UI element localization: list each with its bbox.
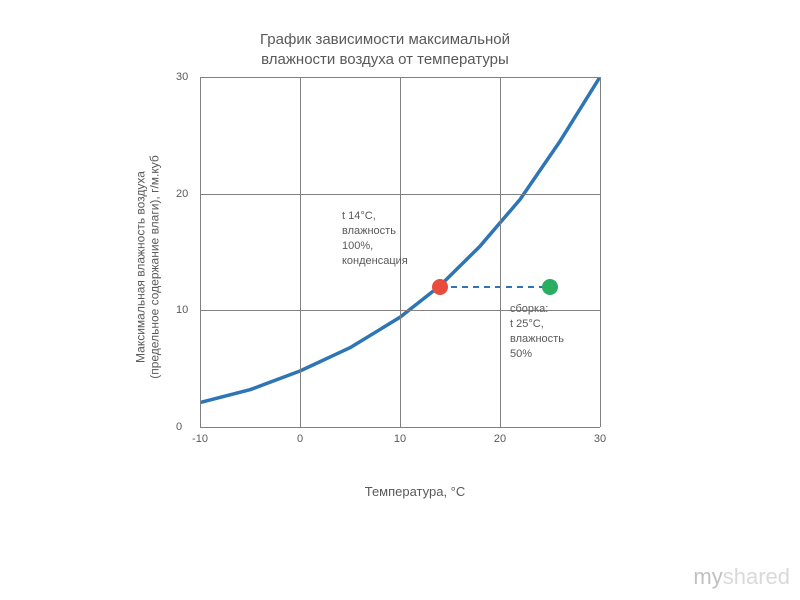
annotation-line: 50% (510, 348, 532, 360)
chart-title-line2: влажности воздуха от температуры (261, 51, 509, 68)
annotation-line: влажность (342, 225, 396, 237)
x-tick: 20 (494, 433, 506, 445)
gridline-v (300, 77, 301, 427)
annotation-line: t 14°C, (342, 210, 376, 222)
gridline-h (200, 427, 600, 428)
x-tick: 10 (394, 433, 406, 445)
y-axis-label-line1: Максимальная влажность воздуха (134, 171, 148, 363)
x-axis-label: Температура, °C (365, 484, 466, 499)
gridline-v (600, 77, 601, 427)
chart-container: График зависимости максимальной влажност… (140, 30, 630, 480)
annotation-line: 100%, (342, 240, 373, 252)
chart-title-line1: График зависимости максимальной (260, 31, 510, 48)
annotation-line: влажность (510, 333, 564, 345)
annotation-assembly: сборка: t 25°C, влажность 50% (510, 302, 564, 361)
watermark: myshared (693, 564, 790, 590)
x-tick: 30 (594, 433, 606, 445)
green-marker (542, 279, 558, 295)
annotation-condensation: t 14°C, влажность 100%, конденсация (342, 209, 408, 268)
red-marker (432, 279, 448, 295)
gridline-v (200, 77, 201, 427)
chart-title: График зависимости максимальной влажност… (140, 30, 630, 69)
watermark-suffix: shared (723, 564, 790, 589)
y-tick: 0 (176, 421, 182, 433)
y-tick: 20 (176, 188, 188, 200)
plot-wrap: Максимальная влажность воздуха (предельн… (200, 77, 630, 457)
y-tick: 30 (176, 71, 188, 83)
x-tick: -10 (192, 433, 208, 445)
annotation-line: t 25°C, (510, 318, 544, 330)
y-tick: 10 (176, 304, 188, 316)
annotation-line: конденсация (342, 255, 408, 267)
x-tick: 0 (297, 433, 303, 445)
watermark-prefix: my (693, 564, 722, 589)
plot-area: 0102030-100102030t 14°C,влажность100%,ко… (200, 77, 600, 427)
annotation-line: сборка: (510, 303, 548, 315)
y-axis-label-line2: (предельное содержание влаги), г/м.куб (148, 155, 162, 379)
gridline-v (500, 77, 501, 427)
y-axis-label: Максимальная влажность воздуха (предельн… (134, 92, 163, 442)
